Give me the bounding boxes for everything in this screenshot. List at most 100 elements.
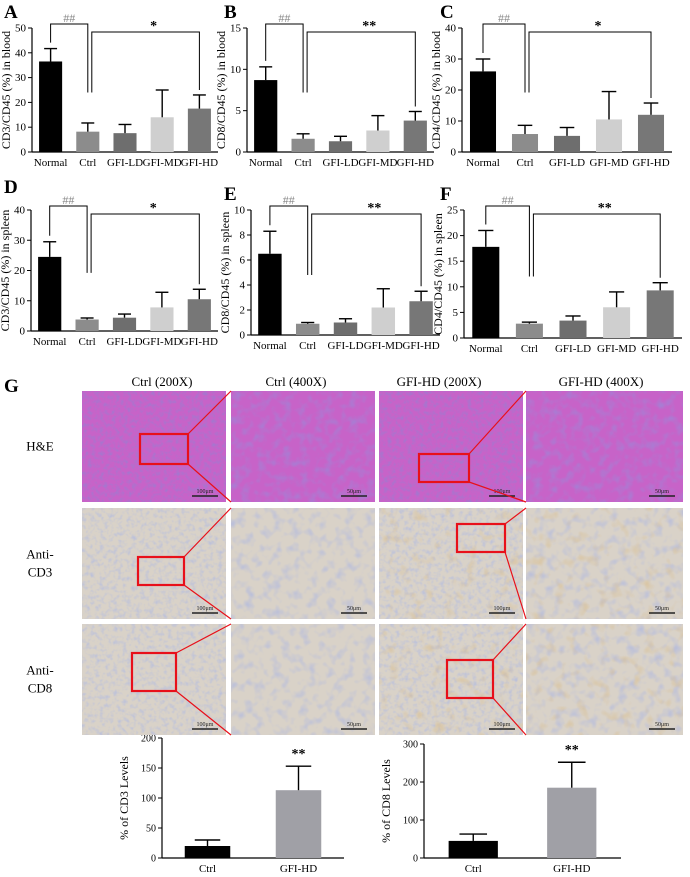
- micrograph: 50μm: [526, 624, 683, 735]
- x-tick-label: GFI-MD: [143, 157, 182, 169]
- micrograph: 50μm: [231, 624, 375, 735]
- bar-ctrl: [75, 319, 99, 331]
- micrograph: 100μm: [82, 624, 226, 735]
- micrograph-texture: [231, 391, 375, 502]
- zoom-line: [175, 690, 232, 736]
- zoom-line: [468, 481, 527, 503]
- y-tick-label: 10: [14, 295, 26, 307]
- x-tick-label: Ctrl: [299, 340, 316, 352]
- y-tick-label: 0: [240, 330, 246, 342]
- bar-ctrl: [448, 840, 498, 858]
- micrograph-texture: [82, 624, 226, 735]
- y-tick-label: 0: [413, 854, 418, 865]
- bar-normal: [472, 246, 500, 338]
- bar-normal: [39, 61, 63, 153]
- micrograph: 50μm: [526, 508, 683, 619]
- bar-ctrl: [295, 323, 320, 335]
- sig-label-hash: ##: [278, 11, 290, 25]
- x-tick-label: Ctrl: [516, 157, 533, 169]
- highlight-box: [417, 452, 471, 484]
- y-axis-label: % of CD8 Levels: [379, 759, 393, 843]
- sig-label-star: *: [595, 19, 602, 34]
- x-tick-label: Normal: [34, 157, 68, 169]
- y-axis-label: CD4/CD45 (%) in spleen: [431, 213, 445, 335]
- sig-bracket-star: [90, 213, 200, 285]
- y-axis-label: CD4/CD45 (%) in blood: [429, 31, 443, 149]
- y-tick-label: 50: [146, 824, 156, 835]
- y-tick-label: 30: [445, 54, 457, 66]
- zoom-line: [187, 463, 232, 503]
- bar-gfi-hd: [187, 299, 211, 331]
- y-axis-label: % of CD3 Levels: [117, 756, 131, 840]
- sig-label-star: **: [565, 743, 579, 758]
- sig-label-star: *: [150, 201, 157, 216]
- bar-normal: [258, 253, 282, 335]
- panel-label-b: B: [224, 2, 237, 23]
- x-tick-label: GFI-HD: [402, 340, 439, 352]
- x-tick-label: Ctrl: [79, 157, 96, 169]
- x-tick-label: Ctrl: [199, 863, 216, 875]
- sig-bracket-star: [528, 31, 652, 99]
- bar-gfi-hd: [637, 114, 665, 152]
- highlight-box: [445, 658, 495, 700]
- y-tick-label: 0: [451, 147, 457, 159]
- scale-bar-label: 100μm: [197, 489, 214, 495]
- histology-grid: Ctrl (200X) Ctrl (400X) GFI-HD (200X) GFI-H…: [26, 374, 683, 736]
- row-label: Anti-: [26, 663, 53, 678]
- bar-gfi-ld: [113, 133, 137, 152]
- bar-gfi-ld: [553, 135, 581, 152]
- panel-label-g: G: [4, 376, 19, 397]
- x-tick-label: GFI-LD: [327, 340, 363, 352]
- bar-gfi-md: [371, 307, 396, 335]
- y-tick-label: 25: [447, 205, 459, 217]
- micrograph: 100μm: [379, 391, 523, 502]
- bar-gfi-md: [595, 119, 623, 152]
- y-tick-label: 150: [141, 764, 156, 775]
- bar-gfi-md: [603, 307, 631, 338]
- panel-label-c: C: [440, 2, 454, 23]
- x-tick-label: Normal: [469, 343, 503, 355]
- zoom-line: [504, 507, 527, 525]
- scale-bar-label: 100μm: [494, 489, 511, 495]
- y-tick-label: 0: [21, 147, 27, 159]
- x-tick-label: GFI-HD: [397, 157, 434, 169]
- x-tick-label: Normal: [466, 157, 500, 169]
- y-tick-label: 2: [240, 305, 246, 317]
- sig-label-hash: ##: [502, 193, 514, 207]
- x-tick-label: GFI-LD: [107, 157, 143, 169]
- bar-gfi-md: [150, 117, 174, 152]
- scale-bar-label: 100μm: [197, 722, 214, 728]
- micrograph-texture: [526, 391, 683, 502]
- highlight-box: [136, 555, 186, 587]
- bar-gfi-ld: [559, 320, 587, 338]
- sig-bracket-star: [306, 31, 416, 107]
- x-tick-label: Normal: [253, 340, 287, 352]
- micrograph-texture: [231, 508, 375, 619]
- y-tick-label: 20: [447, 230, 459, 242]
- y-tick-label: 10: [445, 116, 457, 128]
- x-tick-label: GFI-MD: [589, 157, 628, 169]
- y-tick-label: 0: [151, 854, 156, 865]
- y-tick-label: 200: [403, 778, 418, 789]
- sig-bracket-star: [311, 213, 422, 287]
- micrograph: 50μm: [231, 508, 375, 619]
- bar-gfi-ld: [333, 322, 358, 335]
- x-tick-label: GFI-LD: [322, 157, 358, 169]
- scale-bar-label: 50μm: [347, 722, 361, 728]
- x-tick-label: GFI-MD: [358, 157, 397, 169]
- scale-bar-label: 50μm: [655, 722, 669, 728]
- y-tick-label: 40: [445, 23, 457, 35]
- y-tick-label: 20: [445, 85, 457, 97]
- y-tick-label: 20: [15, 97, 27, 109]
- row-label: Anti-: [26, 547, 53, 562]
- y-axis-label: CD3/CD45 (%) in blood: [0, 31, 13, 149]
- x-tick-label: GFI-HD: [181, 157, 218, 169]
- y-tick-label: 0: [453, 333, 459, 345]
- zoom-line: [504, 551, 527, 620]
- bar-ctrl: [291, 138, 315, 152]
